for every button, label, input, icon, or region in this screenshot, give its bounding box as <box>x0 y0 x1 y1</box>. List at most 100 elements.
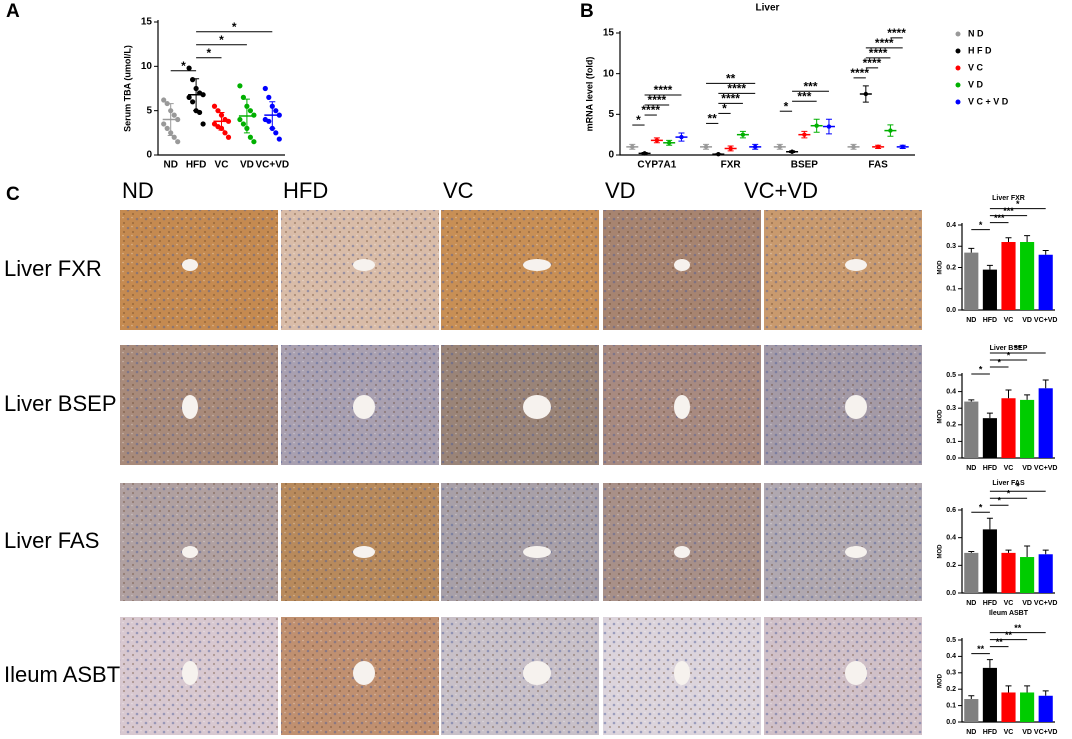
error-bar <box>1005 237 1012 242</box>
error-bar <box>968 695 975 700</box>
chart-title: Liver FXR <box>992 195 1025 202</box>
sig-label: **** <box>875 36 894 50</box>
vessel <box>845 661 867 685</box>
y-tick-label: 10 <box>141 61 153 72</box>
bar <box>1020 242 1035 310</box>
x-tick-label: VC+VD <box>1034 729 1058 736</box>
bar <box>982 269 997 310</box>
micrograph-texture <box>764 210 922 330</box>
bar <box>1001 552 1016 593</box>
vessel <box>674 661 690 685</box>
x-tick-label: HFD <box>983 465 997 472</box>
y-tick-label: 0.4 <box>946 388 956 395</box>
vessel <box>353 395 375 419</box>
micrograph-texture <box>120 345 278 465</box>
data-point <box>262 85 268 92</box>
x-tick-label: VD <box>1022 317 1032 324</box>
data-point <box>186 94 192 100</box>
error-bar <box>1005 549 1012 553</box>
column-header: VD <box>605 178 636 203</box>
sig-label: **** <box>850 66 869 80</box>
vessel <box>523 546 551 558</box>
sig-label: ** <box>1014 623 1022 633</box>
y-axis-label: mRNA level (fold) <box>584 57 594 132</box>
error-bar <box>1024 545 1031 558</box>
x-tick-label: VC <box>215 160 229 171</box>
sig-label: *** <box>804 79 818 93</box>
data-point <box>247 134 253 140</box>
sig-label: ** <box>1014 343 1022 353</box>
bar <box>964 252 979 310</box>
data-point <box>237 116 243 123</box>
micrograph-texture <box>441 483 599 601</box>
legend-marker <box>955 65 961 71</box>
x-tick-label: VC <box>1004 317 1014 324</box>
sig-label: * <box>232 20 237 34</box>
vessel <box>845 546 867 558</box>
micrograph-texture <box>281 483 439 601</box>
vessel <box>523 259 551 271</box>
y-tick-label: 0.0 <box>946 590 956 597</box>
sig-label: * <box>181 59 186 73</box>
data-point <box>273 108 279 114</box>
y-tick-label: 0.0 <box>946 455 956 462</box>
y-axis-label: MOD <box>938 409 944 424</box>
x-tick-label: VC+VD <box>1034 600 1058 607</box>
legend-marker <box>955 82 961 88</box>
bar <box>964 401 979 458</box>
x-tick-label: HFD <box>983 317 997 324</box>
legend-label: V D <box>968 79 984 89</box>
y-tick-label: 0.4 <box>946 535 956 542</box>
vessel <box>523 661 551 685</box>
sig-label: *** <box>797 89 811 103</box>
y-axis-label: MOD <box>938 544 944 559</box>
sig-label: *** <box>994 213 1005 223</box>
data-point <box>251 112 257 118</box>
x-tick-label: ND <box>966 600 976 607</box>
data-point <box>186 65 192 71</box>
y-tick-label: 0.0 <box>946 307 956 314</box>
sig-label: ** <box>977 644 985 654</box>
y-tick-label: 0.3 <box>946 243 956 250</box>
error-bar <box>986 412 993 419</box>
bar <box>982 418 997 458</box>
y-tick-label: 0.2 <box>946 562 956 569</box>
sig-label: *** <box>1003 206 1014 216</box>
sig-label: **** <box>721 92 740 106</box>
bar <box>1001 242 1016 310</box>
chart-title: Liver FAS <box>992 480 1025 487</box>
legend-marker <box>955 99 961 105</box>
y-tick-label: 0.0 <box>946 719 956 726</box>
legend-marker <box>955 31 961 37</box>
error-bar <box>986 517 993 530</box>
error-bar <box>1005 685 1012 693</box>
micrograph-texture <box>120 210 278 330</box>
y-tick-label: 0 <box>608 150 614 161</box>
chart-title: Liver <box>756 3 780 14</box>
y-tick-label: 15 <box>603 28 615 39</box>
data-point <box>273 130 279 136</box>
sig-label: **** <box>648 93 667 107</box>
x-tick-label: HFD <box>983 729 997 736</box>
y-tick-label: 0.6 <box>946 507 956 514</box>
row-label: Liver FAS <box>4 528 99 553</box>
bar <box>964 699 979 722</box>
y-tick-label: 10 <box>603 68 615 79</box>
y-tick-label: 0.5 <box>946 372 956 379</box>
column-header: ND <box>122 178 154 203</box>
y-tick-label: 0.4 <box>946 653 956 660</box>
data-point <box>161 121 167 127</box>
error-bar <box>1024 394 1031 400</box>
vessel <box>674 259 690 271</box>
data-point <box>171 112 177 118</box>
micrograph-texture <box>120 617 278 735</box>
x-tick-label: VC+VD <box>1034 465 1058 472</box>
column-header: VC <box>443 178 474 203</box>
sig-label: **** <box>641 103 660 117</box>
data-point <box>161 97 167 103</box>
data-point <box>266 118 272 124</box>
vessel <box>845 395 867 419</box>
bar <box>1038 388 1053 458</box>
sig-label: **** <box>654 83 673 97</box>
chart-title: Liver BSEP <box>990 345 1028 352</box>
